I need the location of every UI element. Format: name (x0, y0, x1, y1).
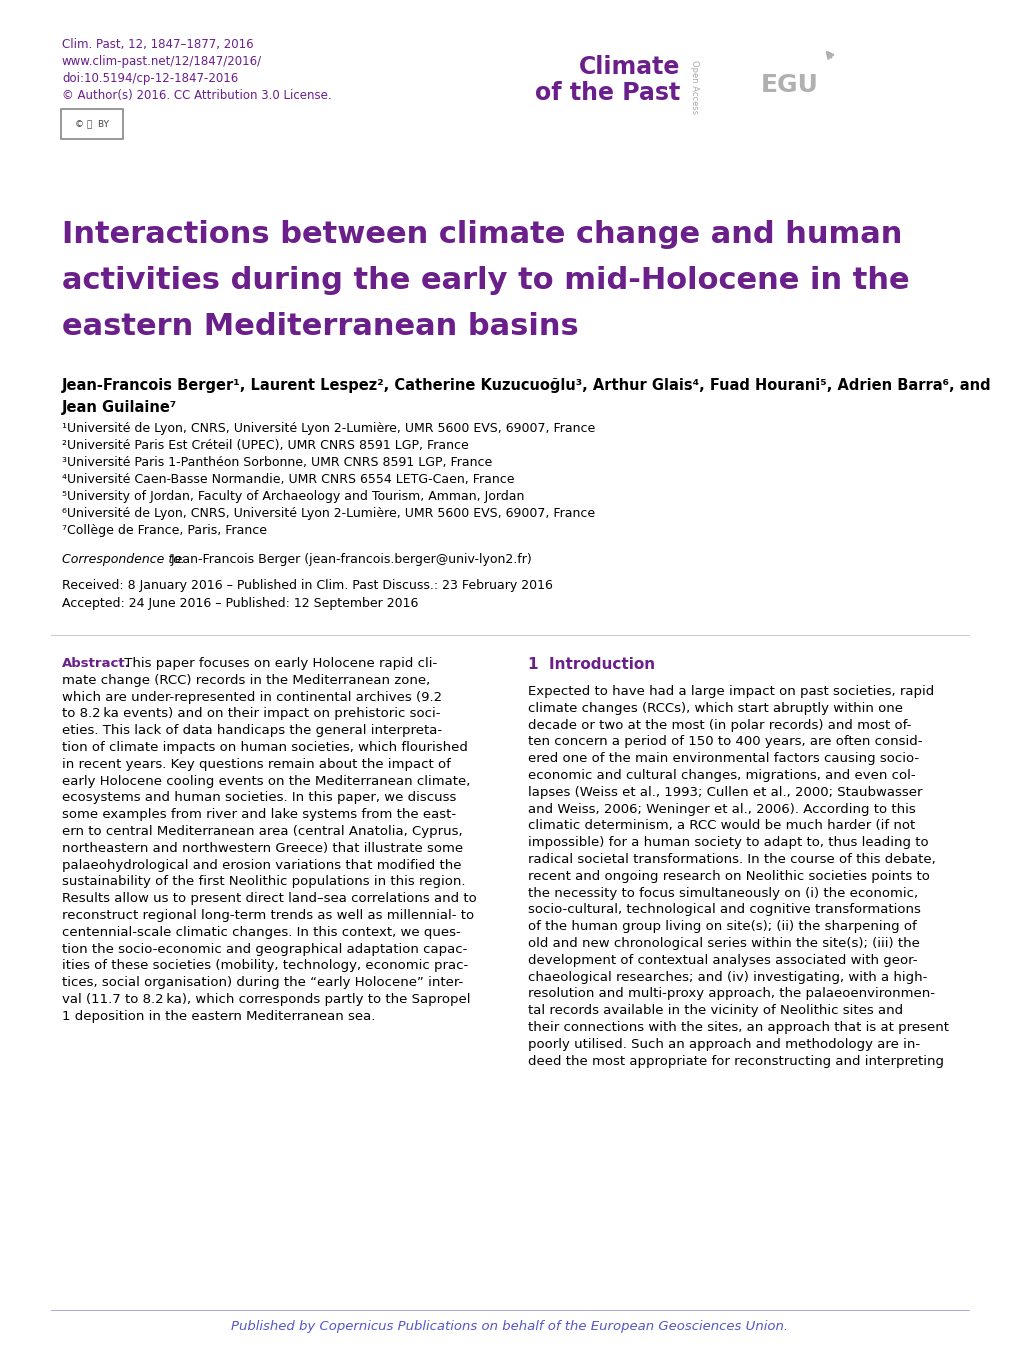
Text: which are under-represented in continental archives (9.2: which are under-represented in continent… (62, 690, 441, 703)
Text: development of contextual analyses associated with geor-: development of contextual analyses assoc… (528, 954, 917, 967)
Text: © ⓘ  BY: © ⓘ BY (75, 120, 109, 129)
Text: Open Access: Open Access (690, 61, 699, 114)
Text: Results allow us to present direct land–sea correlations and to: Results allow us to present direct land–… (62, 892, 476, 905)
Text: This paper focuses on early Holocene rapid cli-: This paper focuses on early Holocene rap… (120, 656, 437, 670)
Text: val (11.7 to 8.2 ka), which corresponds partly to the Sapropel: val (11.7 to 8.2 ka), which corresponds … (62, 993, 470, 1006)
Text: decade or two at the most (in polar records) and most of-: decade or two at the most (in polar reco… (528, 718, 911, 732)
Text: Jean Guilaine⁷: Jean Guilaine⁷ (62, 399, 177, 416)
Text: ⁴Université Caen-Basse Normandie, UMR CNRS 6554 LETG-Caen, France: ⁴Université Caen-Basse Normandie, UMR CN… (62, 473, 514, 486)
Text: ⁵University of Jordan, Faculty of Archaeology and Tourism, Amman, Jordan: ⁵University of Jordan, Faculty of Archae… (62, 490, 524, 503)
Text: doi:10.5194/cp-12-1847-2016: doi:10.5194/cp-12-1847-2016 (62, 73, 238, 85)
Text: ities of these societies (mobility, technology, economic prac-: ities of these societies (mobility, tech… (62, 959, 468, 972)
Text: © Author(s) 2016. CC Attribution 3.0 License.: © Author(s) 2016. CC Attribution 3.0 Lic… (62, 89, 331, 102)
Text: radical societal transformations. In the course of this debate,: radical societal transformations. In the… (528, 853, 934, 866)
Text: ³Université Paris 1-Panthéon Sorbonne, UMR CNRS 8591 LGP, France: ³Université Paris 1-Panthéon Sorbonne, U… (62, 456, 492, 469)
Text: centennial-scale climatic changes. In this context, we ques-: centennial-scale climatic changes. In th… (62, 925, 461, 939)
Text: tion of climate impacts on human societies, which flourished: tion of climate impacts on human societi… (62, 741, 468, 755)
Text: ern to central Mediterranean area (central Anatolia, Cyprus,: ern to central Mediterranean area (centr… (62, 824, 463, 838)
Text: socio-cultural, technological and cognitive transformations: socio-cultural, technological and cognit… (528, 904, 920, 916)
Text: to 8.2 ka events) and on their impact on prehistoric soci-: to 8.2 ka events) and on their impact on… (62, 707, 440, 721)
Text: tices, social organisation) during the “early Holocene” inter-: tices, social organisation) during the “… (62, 976, 463, 989)
Text: eastern Mediterranean basins: eastern Mediterranean basins (62, 312, 578, 342)
Text: old and new chronological series within the site(s); (iii) the: old and new chronological series within … (528, 937, 919, 950)
Text: www.clim-past.net/12/1847/2016/: www.clim-past.net/12/1847/2016/ (62, 55, 262, 69)
Text: early Holocene cooling events on the Mediterranean climate,: early Holocene cooling events on the Med… (62, 775, 470, 788)
Text: of the human group living on site(s); (ii) the sharpening of: of the human group living on site(s); (i… (528, 920, 916, 933)
Text: ⁶Université de Lyon, CNRS, Université Lyon 2-Lumière, UMR 5600 EVS, 69007, Franc: ⁶Université de Lyon, CNRS, Université Ly… (62, 507, 594, 521)
Text: ered one of the main environmental factors causing socio-: ered one of the main environmental facto… (528, 752, 918, 765)
Text: mate change (RCC) records in the Mediterranean zone,: mate change (RCC) records in the Mediter… (62, 674, 430, 687)
Text: northeastern and northwestern Greece) that illustrate some: northeastern and northwestern Greece) th… (62, 842, 463, 855)
Text: deed the most appropriate for reconstructing and interpreting: deed the most appropriate for reconstruc… (528, 1054, 943, 1068)
Text: ¹Université de Lyon, CNRS, Université Lyon 2-Lumière, UMR 5600 EVS, 69007, Franc: ¹Université de Lyon, CNRS, Université Ly… (62, 422, 595, 434)
Text: economic and cultural changes, migrations, and even col-: economic and cultural changes, migration… (528, 769, 915, 781)
Text: the necessity to focus simultaneously on (i) the economic,: the necessity to focus simultaneously on… (528, 886, 917, 900)
Text: palaeohydrological and erosion variations that modified the: palaeohydrological and erosion variation… (62, 858, 461, 872)
Text: in recent years. Key questions remain about the impact of: in recent years. Key questions remain ab… (62, 757, 450, 771)
Text: EGU: EGU (760, 73, 818, 97)
Text: tal records available in the vicinity of Neolithic sites and: tal records available in the vicinity of… (528, 1005, 902, 1017)
Text: activities during the early to mid-Holocene in the: activities during the early to mid-Holoc… (62, 266, 909, 295)
Text: impossible) for a human society to adapt to, thus leading to: impossible) for a human society to adapt… (528, 837, 927, 849)
Text: climatic determinism, a RCC would be much harder (if not: climatic determinism, a RCC would be muc… (528, 819, 914, 833)
Text: poorly utilised. Such an approach and methodology are in-: poorly utilised. Such an approach and me… (528, 1038, 919, 1050)
Text: ecosystems and human societies. In this paper, we discuss: ecosystems and human societies. In this … (62, 791, 455, 804)
Text: Abstract.: Abstract. (62, 656, 130, 670)
Text: their connections with the sites, an approach that is at present: their connections with the sites, an app… (528, 1021, 948, 1034)
Text: and Weiss, 2006; Weninger et al., 2006). According to this: and Weiss, 2006; Weninger et al., 2006).… (528, 803, 915, 815)
Text: 1 deposition in the eastern Mediterranean sea.: 1 deposition in the eastern Mediterranea… (62, 1010, 375, 1022)
Text: Expected to have had a large impact on past societies, rapid: Expected to have had a large impact on p… (528, 685, 933, 698)
Text: Jean-Francois Berger (jean-francois.berger@univ-lyon2.fr): Jean-Francois Berger (jean-francois.berg… (167, 553, 531, 566)
Text: Accepted: 24 June 2016 – Published: 12 September 2016: Accepted: 24 June 2016 – Published: 12 S… (62, 597, 418, 611)
FancyBboxPatch shape (61, 109, 123, 139)
Text: eties. This lack of data handicaps the general interpreta-: eties. This lack of data handicaps the g… (62, 724, 441, 737)
Text: reconstruct regional long-term trends as well as millennial- to: reconstruct regional long-term trends as… (62, 909, 474, 923)
Text: Interactions between climate change and human: Interactions between climate change and … (62, 221, 902, 249)
Text: some examples from river and lake systems from the east-: some examples from river and lake system… (62, 808, 455, 822)
Text: sustainability of the first Neolithic populations in this region.: sustainability of the first Neolithic po… (62, 876, 465, 889)
Text: ²Université Paris Est Créteil (UPEC), UMR CNRS 8591 LGP, France: ²Université Paris Est Créteil (UPEC), UM… (62, 438, 469, 452)
Text: Clim. Past, 12, 1847–1877, 2016: Clim. Past, 12, 1847–1877, 2016 (62, 38, 254, 51)
Text: Correspondence to:: Correspondence to: (62, 553, 184, 566)
Text: Jean-Francois Berger¹, Laurent Lespez², Catherine Kuzucuoğlu³, Arthur Glais⁴, Fu: Jean-Francois Berger¹, Laurent Lespez², … (62, 378, 990, 393)
Text: ten concern a period of 150 to 400 years, are often consid-: ten concern a period of 150 to 400 years… (528, 736, 921, 748)
Text: climate changes (RCCs), which start abruptly within one: climate changes (RCCs), which start abru… (528, 702, 902, 714)
Text: Published by Copernicus Publications on behalf of the European Geosciences Union: Published by Copernicus Publications on … (231, 1319, 788, 1333)
Text: 1  Introduction: 1 Introduction (528, 656, 654, 672)
Text: chaeological researches; and (iv) investigating, with a high-: chaeological researches; and (iv) invest… (528, 971, 926, 983)
Text: Received: 8 January 2016 – Published in Clim. Past Discuss.: 23 February 2016: Received: 8 January 2016 – Published in … (62, 578, 552, 592)
Text: lapses (Weiss et al., 1993; Cullen et al., 2000; Staubwasser: lapses (Weiss et al., 1993; Cullen et al… (528, 785, 921, 799)
Text: resolution and multi-proxy approach, the palaeoenvironmen-: resolution and multi-proxy approach, the… (528, 987, 934, 1001)
Text: Climate: Climate (578, 55, 680, 79)
Text: recent and ongoing research on Neolithic societies points to: recent and ongoing research on Neolithic… (528, 870, 929, 882)
Text: of the Past: of the Past (534, 81, 680, 105)
Text: ⁷Collège de France, Paris, France: ⁷Collège de France, Paris, France (62, 525, 267, 537)
Text: tion the socio-economic and geographical adaptation capac-: tion the socio-economic and geographical… (62, 943, 467, 955)
